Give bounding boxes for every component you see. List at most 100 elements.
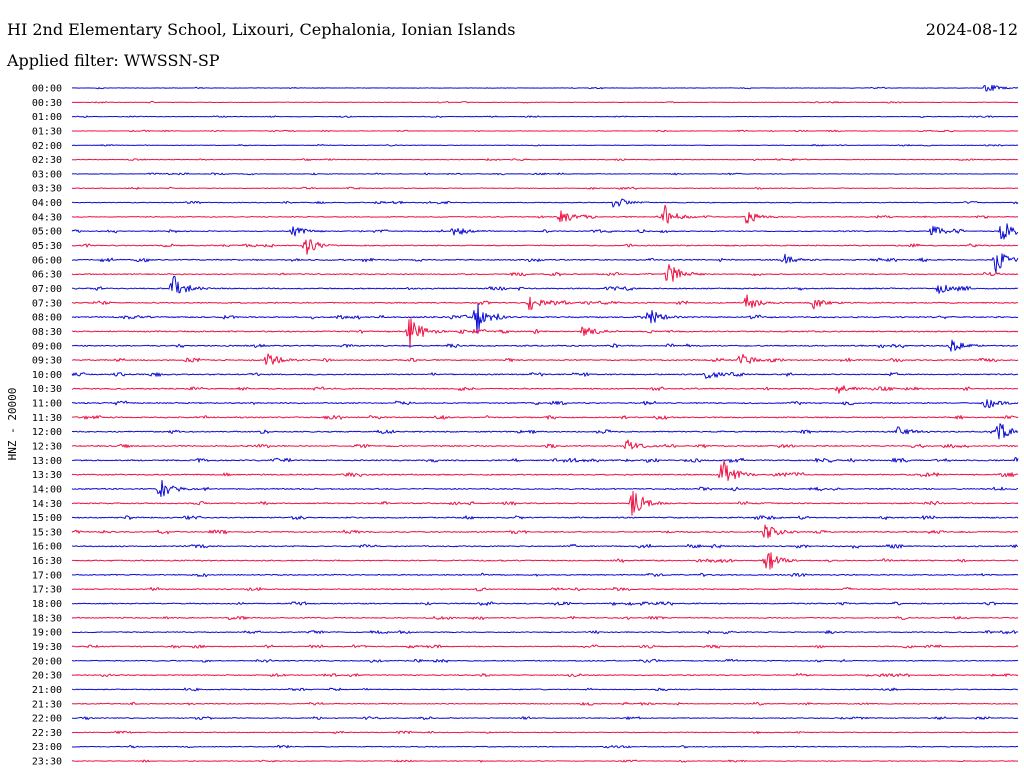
trace-row-1800 — [71, 601, 1019, 606]
row-time-label: 12:30 — [32, 442, 62, 453]
row-time-label: 08:00 — [32, 313, 62, 324]
trace-row-2030 — [71, 672, 1019, 678]
row-time-label: 01:00 — [32, 112, 62, 123]
row-time-label: 17:00 — [32, 570, 62, 581]
trace-row-0430 — [71, 204, 1019, 224]
trace-row-1500 — [71, 515, 1019, 520]
channel-label: HNZ - 20000 — [6, 388, 19, 461]
row-time-label: 19:00 — [32, 628, 62, 639]
row-time-label: 22:00 — [32, 714, 62, 725]
row-time-label: 01:30 — [32, 126, 62, 137]
row-time-label: 06:30 — [32, 270, 62, 281]
row-time-label: 13:00 — [32, 456, 62, 467]
trace-row-2330 — [71, 759, 1019, 763]
trace-row-0900 — [71, 339, 1019, 352]
row-time-label: 18:00 — [32, 599, 62, 610]
trace-row-1730 — [71, 586, 1019, 592]
row-time-label: 14:30 — [32, 499, 62, 510]
trace-row-1000 — [71, 372, 1019, 379]
row-time-label: 10:00 — [32, 370, 62, 381]
trace-row-0330 — [71, 186, 1018, 190]
row-time-label: 09:30 — [32, 356, 62, 367]
trace-row-1130 — [71, 414, 1019, 420]
row-time-label: 09:00 — [32, 341, 62, 352]
row-time-label: 15:30 — [32, 527, 62, 538]
row-time-label: 15:00 — [32, 513, 62, 524]
row-time-label: 11:30 — [32, 413, 62, 424]
row-time-label: 13:30 — [32, 470, 62, 481]
station-title: HI 2nd Elementary School, Lixouri, Cepha… — [7, 20, 516, 39]
trace-row-1830 — [71, 615, 1019, 621]
row-time-label: 16:00 — [32, 542, 62, 553]
trace-row-0800 — [71, 303, 1019, 334]
trace-row-0400 — [71, 198, 1019, 208]
trace-row-0230 — [71, 158, 1019, 162]
trace-row-0730 — [71, 294, 1019, 311]
row-time-label: 00:30 — [32, 98, 62, 109]
row-time-label: 12:00 — [32, 427, 62, 438]
trace-row-1630 — [71, 552, 1019, 570]
trace-row-1530 — [71, 524, 1019, 539]
trace-row-1300 — [71, 456, 1019, 463]
row-time-label: 11:00 — [32, 399, 62, 410]
record-date: 2024-08-12 — [925, 20, 1018, 39]
row-time-label: 02:30 — [32, 155, 62, 166]
row-time-label: 04:00 — [32, 198, 62, 209]
row-time-label: 07:30 — [32, 298, 62, 309]
trace-row-1900 — [71, 630, 1019, 635]
trace-row-0930 — [71, 353, 1019, 365]
row-labels: 00:00 00:30 01:00 01:30 02:00 02:30 03:00 03:30… — [32, 84, 62, 768]
row-time-label: 19:30 — [32, 642, 62, 653]
filter-label: Applied filter: WWSSN-SP — [7, 51, 220, 70]
row-time-label: 20:00 — [32, 656, 62, 667]
row-time-label: 07:00 — [32, 284, 62, 295]
row-time-label: 16:30 — [32, 556, 62, 567]
row-time-label: 23:00 — [32, 742, 62, 753]
row-time-label: 22:30 — [32, 728, 62, 739]
trace-row-2130 — [71, 701, 1019, 706]
row-time-label: 02:00 — [32, 141, 62, 152]
trace-row-1600 — [71, 543, 1019, 549]
trace-row-0030 — [71, 100, 1019, 104]
trace-row-2100 — [71, 687, 1019, 692]
trace-row-0630 — [71, 263, 1019, 282]
trace-row-1330 — [71, 460, 1019, 482]
trace-row-1030 — [71, 385, 1019, 394]
row-time-label: 05:00 — [32, 227, 62, 238]
trace-row-2300 — [71, 744, 1019, 749]
row-time-label: 20:30 — [32, 671, 62, 682]
trace-row-2230 — [71, 730, 1019, 735]
trace-row-0830 — [71, 318, 1019, 349]
trace-row-0500 — [71, 223, 1019, 240]
row-time-label: 03:30 — [32, 184, 62, 195]
row-time-label: 21:30 — [32, 699, 62, 710]
row-time-label: 17:30 — [32, 585, 62, 596]
trace-row-1200 — [71, 423, 1019, 440]
trace-row-1430 — [71, 490, 1019, 516]
trace-row-0200 — [71, 143, 1019, 147]
row-time-label: 06:00 — [32, 255, 62, 266]
row-time-label: 05:30 — [32, 241, 62, 252]
trace-row-0600 — [71, 253, 1019, 274]
seismic-traces — [71, 84, 1019, 763]
trace-row-1100 — [71, 399, 1019, 409]
row-time-label: 10:30 — [32, 384, 62, 395]
trace-row-0130 — [71, 129, 1019, 133]
trace-row-1400 — [71, 479, 1019, 498]
trace-row-2000 — [71, 658, 1019, 663]
row-time-label: 08:30 — [32, 327, 62, 338]
row-time-label: 04:30 — [32, 212, 62, 223]
row-time-label: 21:00 — [32, 685, 62, 696]
row-time-label: 18:30 — [32, 613, 62, 624]
row-time-label: 03:00 — [32, 169, 62, 180]
trace-row-0530 — [71, 239, 1019, 255]
row-time-label: 23:30 — [32, 757, 62, 768]
trace-row-0000 — [71, 84, 1019, 92]
trace-row-1930 — [71, 644, 1019, 649]
row-time-label: 14:00 — [32, 484, 62, 495]
trace-row-0700 — [71, 275, 1019, 294]
trace-row-1230 — [71, 439, 1019, 450]
trace-row-0100 — [71, 115, 1019, 118]
